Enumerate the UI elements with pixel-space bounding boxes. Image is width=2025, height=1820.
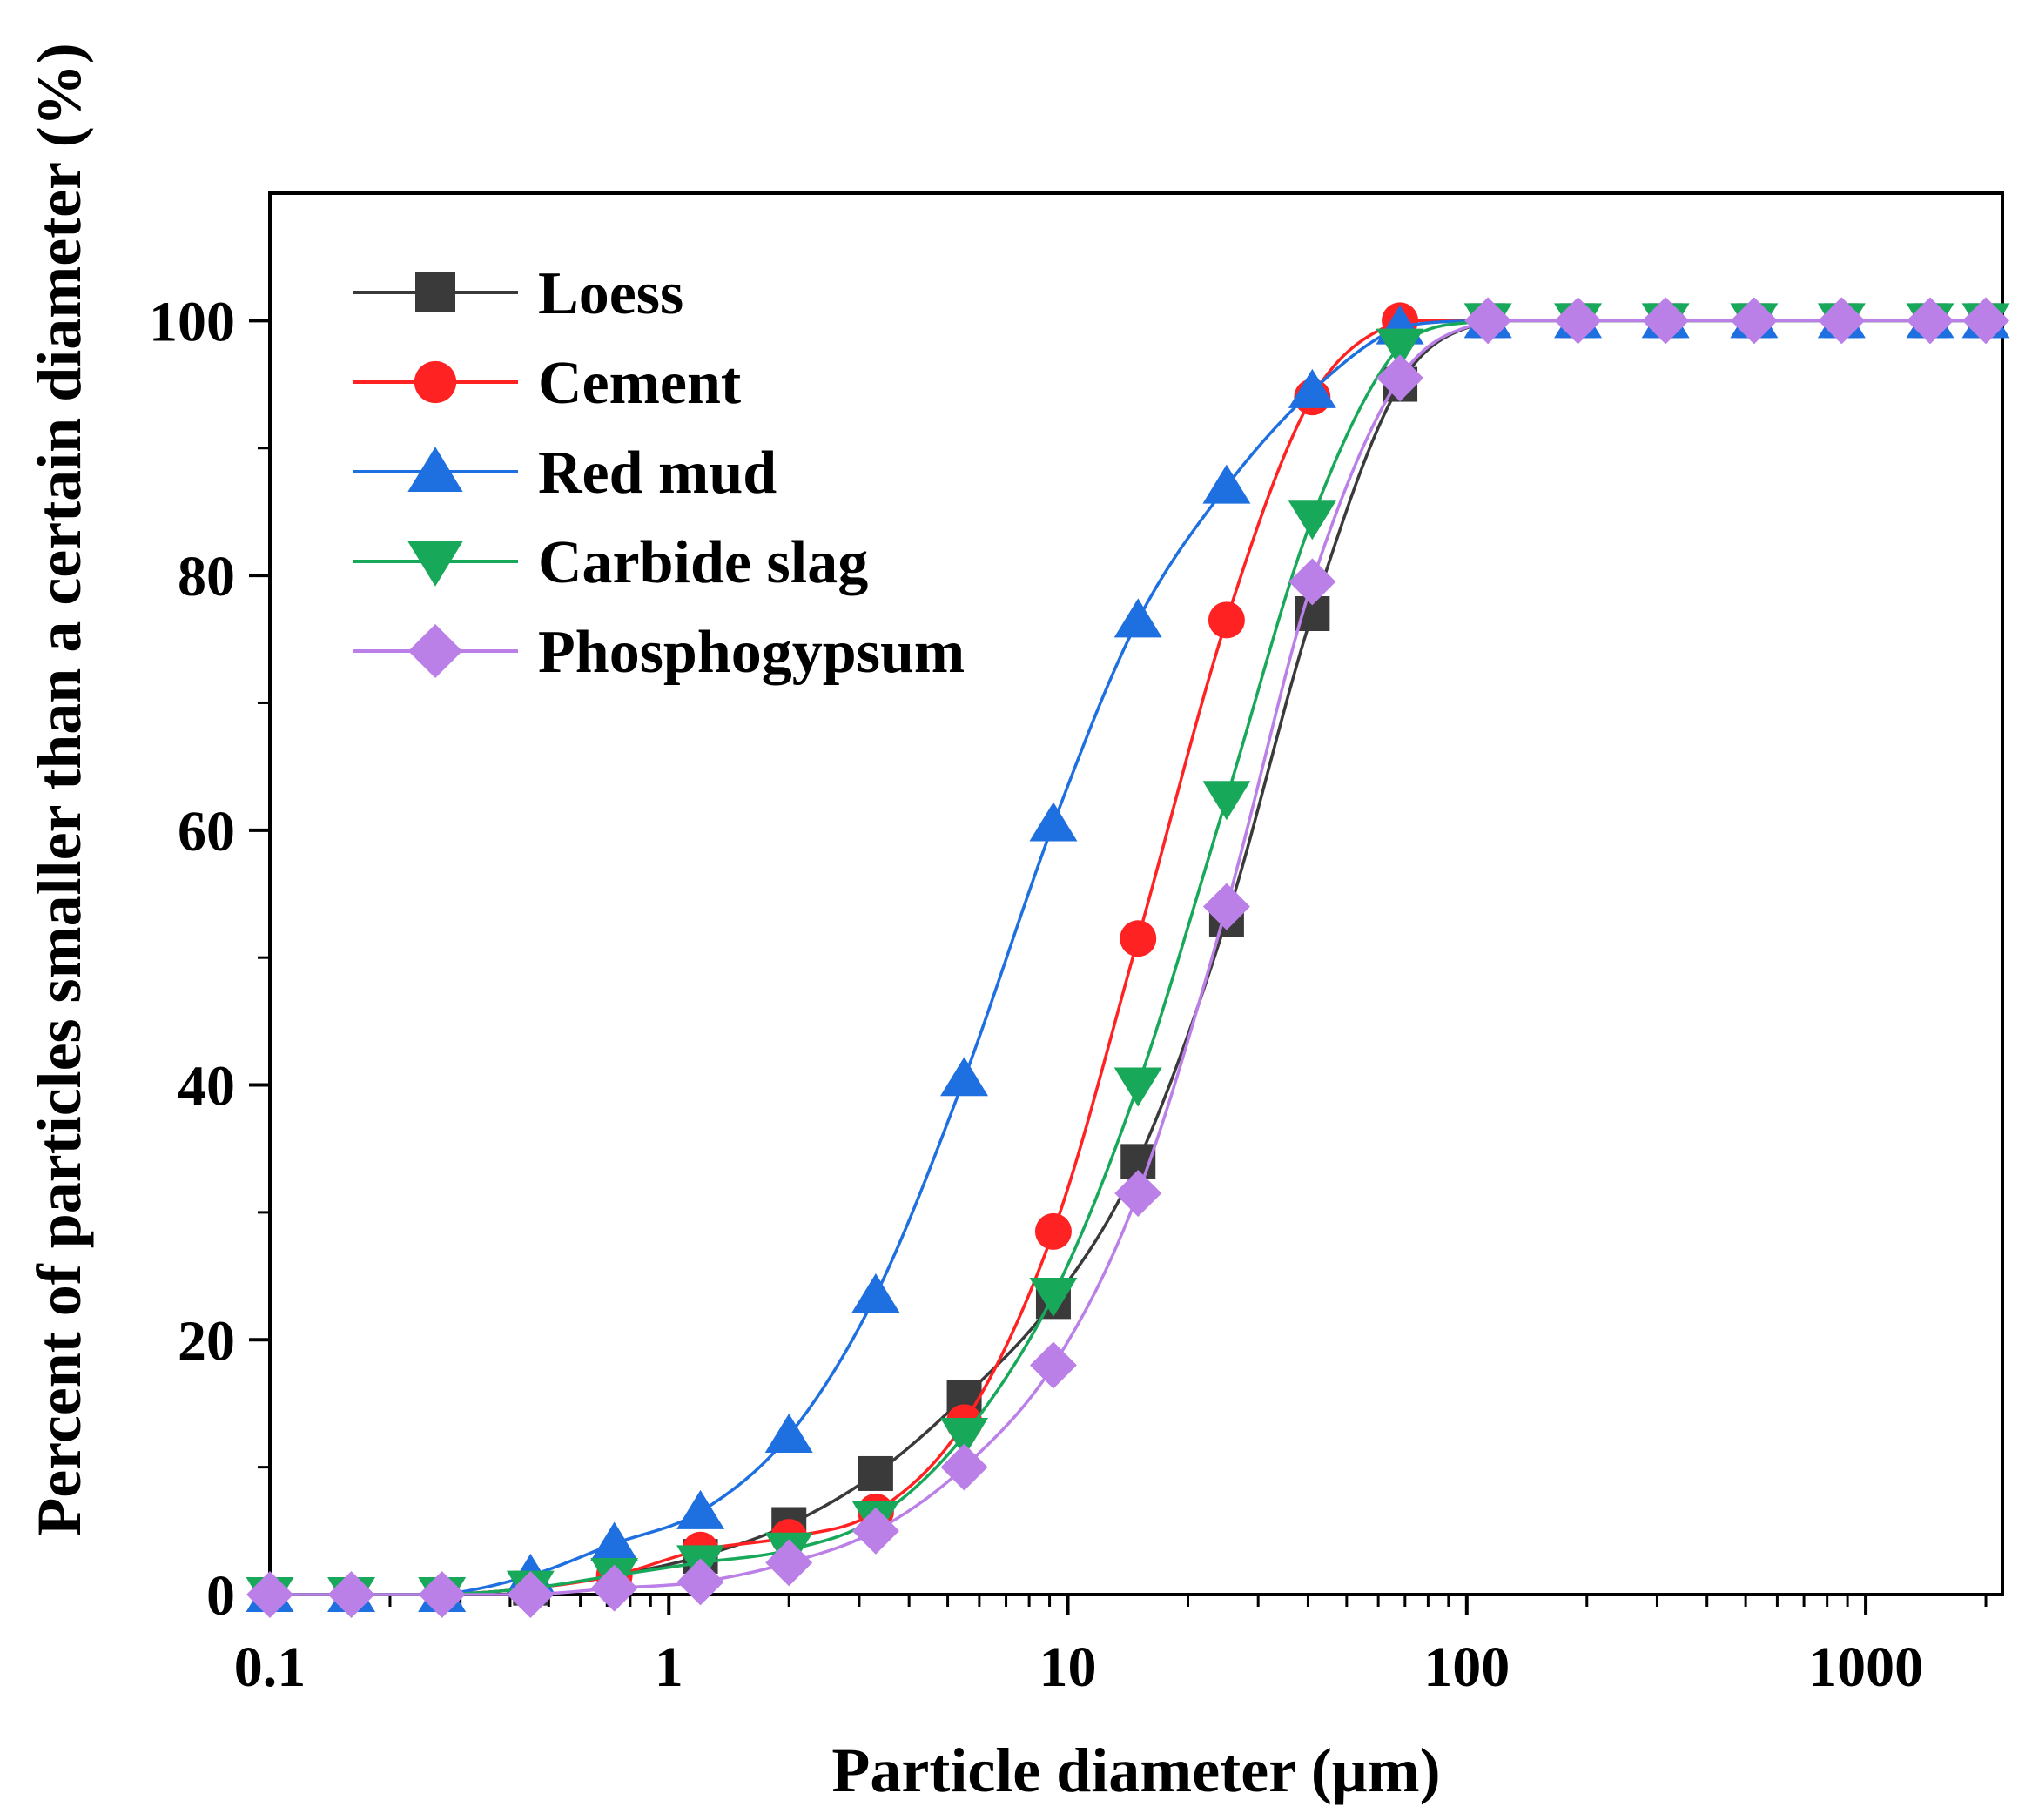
series-loess [252, 303, 2004, 1612]
y-axis-title: Percent of particles smaller than a cert… [24, 43, 94, 1536]
legend-label: Cement [538, 350, 741, 417]
x-tick-label: 10 [1039, 1635, 1097, 1699]
y-tick-label: 0 [206, 1564, 235, 1628]
data-point [1962, 297, 2010, 345]
axes-layer: 0.1 1 10 100 1000 0 20 40 60 80 100 [149, 191, 2004, 1699]
y-tick-label: 40 [178, 1055, 235, 1118]
data-point [1288, 558, 1336, 606]
data-point [590, 1521, 639, 1561]
data-point [940, 1418, 989, 1458]
series-layer [246, 297, 2010, 1618]
data-point [1113, 598, 1162, 638]
x-tick-label: 1 [655, 1635, 683, 1699]
y-tick-label: 60 [178, 800, 235, 863]
y-tick-label: 100 [149, 290, 235, 353]
x-axis-title: Particle diameter (μm) [831, 1736, 1440, 1805]
data-point [246, 1571, 293, 1618]
data-point [590, 1564, 638, 1612]
data-point [1554, 297, 1602, 345]
legend-marker [407, 541, 463, 587]
data-point [1120, 920, 1157, 957]
x-tick-label: 1000 [1808, 1635, 1923, 1699]
legend-marker [407, 447, 463, 492]
legend-item: Carbide slag [353, 529, 868, 596]
series-line [269, 319, 1987, 1596]
data-point [858, 1455, 893, 1491]
data-point [1288, 368, 1336, 408]
data-point [1464, 297, 1512, 345]
data-point [327, 1571, 375, 1618]
data-point [1202, 464, 1251, 504]
data-point [940, 1443, 988, 1491]
data-point [1376, 328, 1424, 368]
data-point [1202, 781, 1251, 821]
legend-label: Loess [538, 260, 683, 327]
legend-item: Phosphogypsum [353, 619, 965, 686]
data-point [507, 1571, 555, 1618]
data-point [1642, 297, 1690, 345]
data-point [940, 1057, 989, 1097]
data-point [1029, 1278, 1078, 1318]
data-point [1208, 601, 1245, 639]
data-point [1029, 1341, 1077, 1389]
series-phosphogypsum [246, 297, 2010, 1618]
data-point [765, 1539, 813, 1587]
data-point [1907, 297, 1954, 345]
series-line [269, 319, 1987, 1596]
legend: Loess Cement Red mud Carbide slag Phosphogyp… [353, 260, 965, 686]
x-tick-label: 0.1 [234, 1635, 306, 1699]
data-point [676, 1489, 725, 1529]
data-point [1818, 297, 1866, 345]
series-red-mud [246, 299, 2010, 1612]
series-line [269, 319, 1987, 1596]
data-point [764, 1414, 813, 1454]
data-point [1376, 354, 1424, 402]
legend-label: Red mud [538, 440, 777, 507]
data-point [1113, 1067, 1162, 1107]
data-point [1730, 297, 1778, 345]
legend-item: Red mud [353, 440, 777, 507]
data-point [1202, 883, 1250, 930]
series-cement [252, 302, 2005, 1613]
series-line [269, 319, 1987, 1596]
legend-marker [415, 272, 455, 312]
legend-item: Loess [353, 260, 683, 327]
data-point [851, 1507, 899, 1555]
legend-label: Carbide slag [538, 529, 868, 596]
data-point [418, 1571, 466, 1618]
y-tick-label: 20 [178, 1309, 235, 1373]
legend-label: Phosphogypsum [538, 619, 965, 686]
data-point [1029, 802, 1078, 842]
data-point [676, 1558, 724, 1606]
series-line [269, 319, 1987, 1596]
plot-frame [268, 191, 2004, 1596]
data-point [851, 1273, 900, 1313]
legend-item: Cement [353, 350, 741, 417]
legend-marker [414, 360, 457, 404]
x-tick-label: 100 [1423, 1635, 1510, 1699]
y-tick-label: 80 [178, 545, 235, 608]
legend-marker [407, 623, 463, 679]
data-point [1288, 500, 1336, 541]
data-point [1114, 1169, 1162, 1217]
data-point [1034, 1212, 1072, 1250]
series-carbide-slag [246, 303, 2010, 1616]
